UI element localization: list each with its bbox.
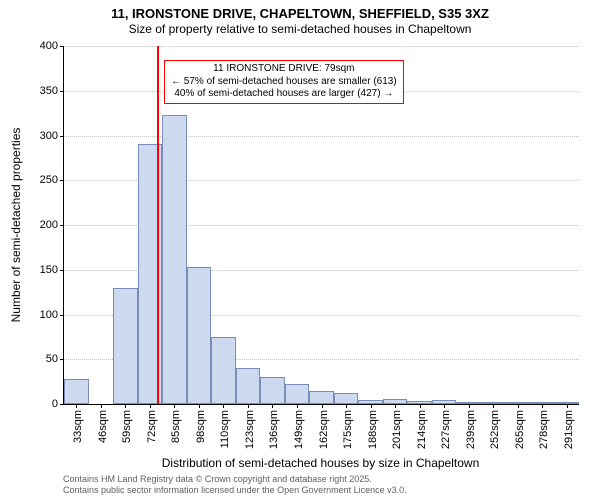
histogram-bar — [260, 377, 285, 404]
ytick-label: 400 — [40, 40, 64, 52]
xtick-mark — [322, 404, 323, 408]
histogram-bar — [211, 337, 236, 404]
gridline — [64, 136, 579, 137]
xtick-mark — [493, 404, 494, 408]
xtick-label: 162sqm — [318, 410, 330, 449]
histogram-bar — [236, 368, 261, 404]
xtick-label: 46sqm — [97, 410, 109, 443]
xtick-mark — [567, 404, 568, 408]
ytick-label: 250 — [40, 174, 64, 186]
xtick-label: 214sqm — [416, 410, 428, 449]
annotation-line2: ← 57% of semi-detached houses are smalle… — [171, 76, 397, 89]
xtick-mark — [248, 404, 249, 408]
annotation-line3: 40% of semi-detached houses are larger (… — [171, 88, 397, 101]
ytick-label: 150 — [40, 264, 64, 276]
ytick-label: 100 — [40, 309, 64, 321]
xtick-label: 136sqm — [268, 410, 280, 449]
ytick-label: 300 — [40, 130, 64, 142]
xtick-label: 265sqm — [514, 410, 526, 449]
chart-container: 11, IRONSTONE DRIVE, CHAPELTOWN, SHEFFIE… — [0, 0, 600, 500]
xtick-mark — [125, 404, 126, 408]
xtick-label: 33sqm — [72, 410, 84, 443]
xtick-label: 85sqm — [170, 410, 182, 443]
footer-attribution: Contains HM Land Registry data © Crown c… — [63, 474, 407, 496]
xtick-mark — [199, 404, 200, 408]
ytick-label: 50 — [46, 353, 64, 365]
ytick-label: 0 — [52, 398, 64, 410]
xtick-mark — [76, 404, 77, 408]
histogram-bar — [334, 393, 359, 404]
histogram-bar — [285, 384, 310, 404]
subject-marker-line — [157, 46, 159, 404]
xtick-mark — [420, 404, 421, 408]
xtick-label: 72sqm — [146, 410, 158, 443]
annotation-box: 11 IRONSTONE DRIVE: 79sqm← 57% of semi-d… — [164, 60, 404, 104]
footer-line1: Contains HM Land Registry data © Crown c… — [63, 474, 407, 485]
chart-subtitle: Size of property relative to semi-detach… — [0, 22, 600, 36]
xtick-mark — [371, 404, 372, 408]
histogram-bar — [162, 115, 187, 404]
footer-line2: Contains public sector information licen… — [63, 485, 407, 496]
ytick-label: 350 — [40, 85, 64, 97]
xtick-mark — [101, 404, 102, 408]
xtick-mark — [174, 404, 175, 408]
xtick-mark — [444, 404, 445, 408]
xtick-mark — [542, 404, 543, 408]
chart-title: 11, IRONSTONE DRIVE, CHAPELTOWN, SHEFFIE… — [0, 0, 600, 22]
xtick-label: 239sqm — [465, 410, 477, 449]
xtick-label: 278sqm — [538, 410, 550, 449]
xtick-mark — [395, 404, 396, 408]
ytick-label: 200 — [40, 219, 64, 231]
xtick-label: 291sqm — [563, 410, 575, 449]
xtick-label: 252sqm — [489, 410, 501, 449]
xtick-mark — [297, 404, 298, 408]
xtick-label: 227sqm — [440, 410, 452, 449]
xtick-label: 175sqm — [342, 410, 354, 449]
annotation-line1: 11 IRONSTONE DRIVE: 79sqm — [171, 63, 397, 76]
x-axis-label: Distribution of semi-detached houses by … — [162, 456, 480, 470]
xtick-mark — [469, 404, 470, 408]
xtick-mark — [272, 404, 273, 408]
xtick-mark — [223, 404, 224, 408]
xtick-label: 188sqm — [367, 410, 379, 449]
xtick-label: 149sqm — [293, 410, 305, 449]
plot-area: 05010015020025030035040033sqm46sqm59sqm7… — [63, 46, 579, 405]
y-axis-label: Number of semi-detached properties — [9, 128, 23, 323]
histogram-bar — [113, 288, 138, 404]
histogram-bar — [187, 267, 212, 404]
xtick-label: 201sqm — [391, 410, 403, 449]
xtick-mark — [150, 404, 151, 408]
histogram-bar — [309, 391, 334, 404]
xtick-label: 59sqm — [121, 410, 133, 443]
xtick-label: 98sqm — [195, 410, 207, 443]
histogram-bar — [64, 379, 89, 404]
xtick-label: 110sqm — [219, 410, 231, 448]
gridline — [64, 46, 579, 47]
xtick-mark — [518, 404, 519, 408]
xtick-label: 123sqm — [244, 410, 256, 449]
xtick-mark — [346, 404, 347, 408]
